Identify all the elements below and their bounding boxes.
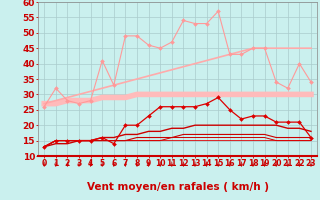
X-axis label: Vent moyen/en rafales ( km/h ): Vent moyen/en rafales ( km/h ) [87, 182, 268, 192]
